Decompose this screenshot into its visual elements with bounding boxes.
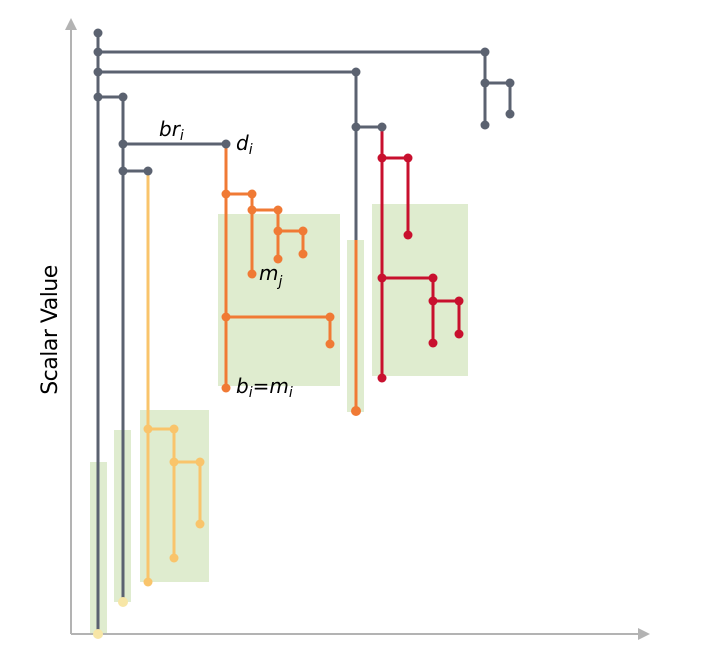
gray-tree-nodes [93, 28, 515, 176]
orange-tree-nodes [221, 189, 361, 416]
minimum-label: mj [259, 261, 282, 290]
branch-label: bri [159, 117, 184, 144]
region-red-subtree [372, 204, 468, 376]
birth-label: bi=mi [236, 374, 293, 401]
root-leaf-nodes [93, 597, 128, 639]
red-tree-nodes [377, 153, 464, 383]
y-axis-label: Scalar Value [38, 265, 63, 395]
death-label: di [236, 131, 253, 158]
yellow-tree-nodes [143, 424, 205, 587]
axes [65, 18, 650, 640]
